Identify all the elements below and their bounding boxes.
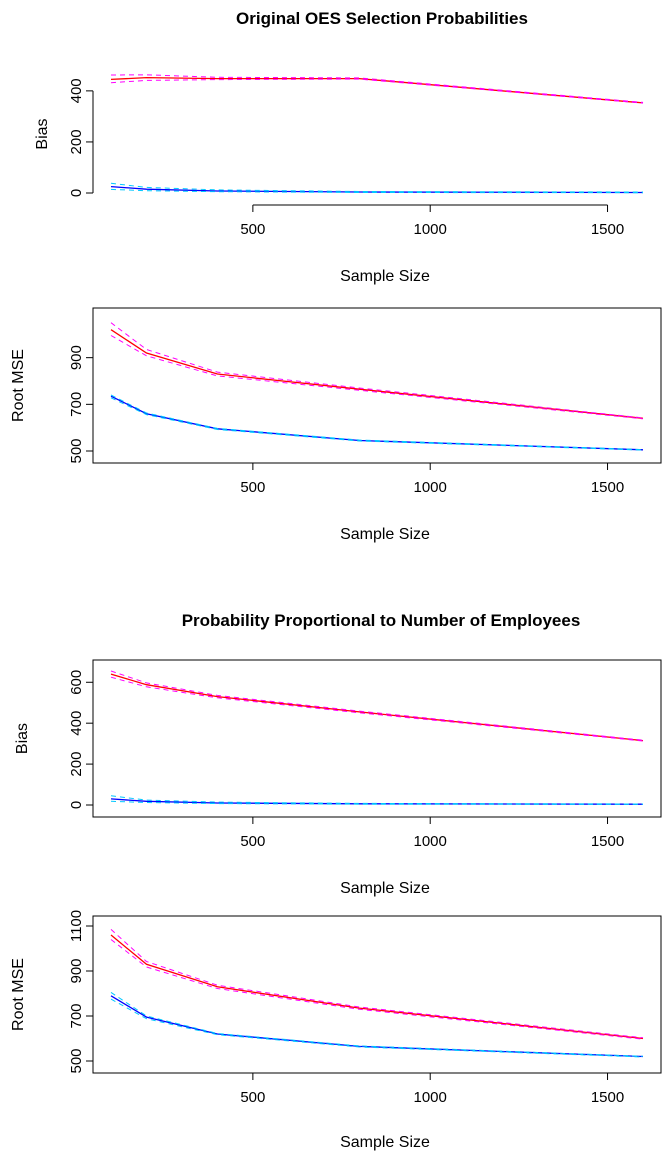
x-tick-label: 1500 bbox=[591, 833, 624, 850]
x-axis-label: Sample Size bbox=[340, 526, 430, 543]
x-axis-label: Sample Size bbox=[340, 1134, 430, 1151]
ci-line-1 bbox=[110, 74, 644, 103]
ci-line-1 bbox=[110, 322, 644, 419]
x-tick-label: 1000 bbox=[414, 833, 447, 850]
x-tick-label: 1000 bbox=[414, 221, 447, 238]
ci-line-5 bbox=[110, 998, 644, 1058]
x-tick-label: 1500 bbox=[591, 479, 624, 496]
ci-line-2 bbox=[110, 939, 644, 1040]
x-axis-label: Sample Size bbox=[340, 268, 430, 285]
y-axis-label: Root MSE bbox=[10, 958, 27, 1031]
plot-frame bbox=[92, 307, 662, 464]
y-tick-label: 700 bbox=[68, 1003, 85, 1028]
y-tick-label: 400 bbox=[68, 711, 85, 736]
x-tick-label: 1000 bbox=[414, 1089, 447, 1106]
ci-line-5 bbox=[110, 397, 644, 451]
x-tick-label: 500 bbox=[240, 833, 265, 850]
y-tick-label: 900 bbox=[68, 958, 85, 983]
y-tick-label: 900 bbox=[68, 345, 85, 370]
y-tick-label: 200 bbox=[68, 752, 85, 777]
x-tick-label: 500 bbox=[240, 1089, 265, 1106]
plot-frame bbox=[92, 659, 662, 818]
ci-line-2 bbox=[110, 78, 644, 104]
y-axis-label: Bias bbox=[14, 723, 31, 754]
series-line-0 bbox=[110, 934, 644, 1040]
x-axis-label: Sample Size bbox=[340, 880, 430, 897]
y-axis-label: Root MSE bbox=[10, 349, 27, 422]
y-tick-label: 700 bbox=[68, 392, 85, 417]
y-tick-label: 500 bbox=[68, 438, 85, 463]
series-line-0 bbox=[110, 76, 644, 104]
ci-line-2 bbox=[110, 335, 644, 420]
ci-line-5 bbox=[110, 800, 644, 805]
x-tick-label: 500 bbox=[240, 221, 265, 238]
title-original-oes: Original OES Selection Probabilities bbox=[236, 9, 528, 28]
ci-line-1 bbox=[110, 929, 644, 1039]
y-tick-label: 200 bbox=[68, 129, 85, 154]
y-tick-label: 400 bbox=[68, 78, 85, 103]
series-line-0 bbox=[110, 673, 644, 742]
x-tick-label: 1000 bbox=[414, 479, 447, 496]
panel-4-rootmse-pps: 500 700 900 1100 500 1000 1500 Sample Size Root … bbox=[10, 910, 662, 1151]
ci-line-4 bbox=[110, 394, 644, 451]
x-tick-label: 500 bbox=[240, 479, 265, 496]
panel-2-rootmse-oes: 500 700 900 500 1000 1500 Sample Size Root MSE bbox=[10, 307, 662, 543]
title-pps-employees: Probability Proportional to Number of Em… bbox=[182, 611, 581, 630]
y-axis-label: Bias bbox=[34, 118, 51, 149]
y-tick-label: 1100 bbox=[68, 910, 85, 942]
ci-line-4 bbox=[110, 991, 644, 1057]
ci-line-1 bbox=[110, 670, 644, 741]
y-tick-label: 0 bbox=[68, 801, 85, 809]
ci-line-2 bbox=[110, 676, 644, 742]
ci-line-5 bbox=[110, 188, 644, 194]
ci-line-4 bbox=[110, 795, 644, 805]
panel-1-bias-oes: 0 200 400 500 1000 1500 Sample Size Bias bbox=[34, 74, 644, 285]
y-tick-label: 500 bbox=[68, 1048, 85, 1073]
panel-3-bias-pps: 0 200 400 600 500 1000 1500 Sample Size Bias bbox=[14, 659, 662, 897]
x-tick-label: 1500 bbox=[591, 221, 624, 238]
plot-frame bbox=[92, 915, 662, 1074]
y-tick-label: 600 bbox=[68, 670, 85, 695]
ci-line-4 bbox=[110, 182, 644, 193]
y-tick-label: 0 bbox=[68, 189, 85, 197]
series-line-0 bbox=[110, 329, 644, 419]
x-tick-label: 1500 bbox=[591, 1089, 624, 1106]
